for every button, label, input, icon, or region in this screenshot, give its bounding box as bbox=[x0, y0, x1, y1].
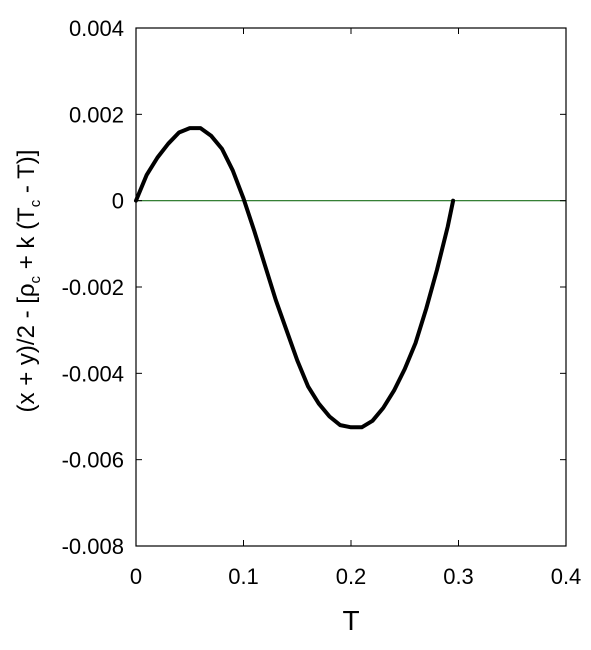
y-tick-label: 0.004 bbox=[69, 16, 124, 41]
x-tick-label: 0 bbox=[130, 564, 142, 589]
y-tick-label: -0.006 bbox=[62, 448, 124, 473]
plot-layer bbox=[134, 126, 566, 430]
y-tick-label: -0.008 bbox=[62, 534, 124, 559]
y-tick-label: 0 bbox=[112, 189, 124, 214]
series-line bbox=[134, 126, 456, 430]
plot-frame bbox=[135, 27, 567, 547]
x-tick-label: 0.2 bbox=[336, 564, 367, 589]
x-tick-label: 0.3 bbox=[443, 564, 474, 589]
y-axis-title-subscript: c bbox=[27, 275, 44, 283]
tick-layer: 0 0.1 0.2 0.3 0.4 0.004 0.002 0 -0.002 -0.004 -0.0… bbox=[62, 16, 582, 589]
y-tick-label: -0.002 bbox=[62, 275, 124, 300]
y-tick-label: -0.004 bbox=[62, 361, 124, 386]
x-tick-label: 0.4 bbox=[551, 564, 582, 589]
x-axis-title: T bbox=[342, 605, 359, 636]
y-axis-title: (x + y)/2 - [ρc + k (Tc - T)] bbox=[13, 150, 44, 413]
y-axis-title-part: + k (T bbox=[13, 207, 40, 276]
y-tick-label: 0.002 bbox=[69, 102, 124, 127]
x-tick-label: 0.1 bbox=[228, 564, 259, 589]
y-axis-title-subscript: c bbox=[27, 199, 44, 207]
y-axis-title-part: - T)] bbox=[13, 150, 40, 200]
y-axis-title-part: (x + y)/2 - [ρ bbox=[13, 283, 40, 412]
